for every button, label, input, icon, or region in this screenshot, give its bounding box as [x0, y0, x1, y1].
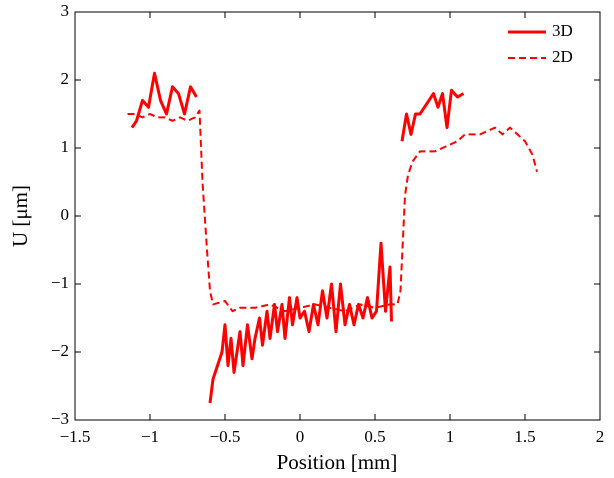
series-line	[127, 109, 538, 313]
series-line	[400, 88, 465, 142]
x-tick-label: −1.5	[60, 427, 91, 446]
x-tick-label: −1	[141, 427, 159, 446]
y-tick-label: 0	[61, 205, 70, 224]
y-tick-label: 2	[61, 69, 70, 88]
series-line	[130, 71, 198, 129]
series-line	[208, 241, 393, 404]
y-tick-label: −2	[51, 341, 69, 360]
x-tick-label: 1	[446, 427, 455, 446]
y-axis-label: U [μm]	[8, 185, 32, 247]
x-tick-label: −0.5	[210, 427, 241, 446]
x-axis-label: Position [mm]	[277, 450, 398, 474]
x-tick-label: 1.5	[514, 427, 535, 446]
y-tick-label: 1	[61, 137, 70, 156]
y-tick-label: 3	[61, 1, 70, 20]
x-tick-label: 0	[296, 427, 305, 446]
x-tick-label: 0.5	[364, 427, 385, 446]
legend-label: 2D	[552, 47, 573, 66]
y-tick-label: −1	[51, 273, 69, 292]
legend-label: 3D	[552, 21, 573, 40]
y-tick-label: −3	[51, 409, 69, 428]
x-tick-label: 2	[596, 427, 605, 446]
